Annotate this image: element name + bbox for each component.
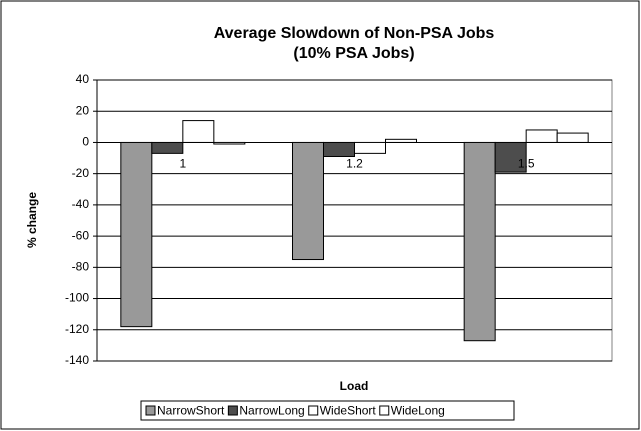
legend-label: NarrowLong (239, 404, 304, 418)
y-tick-label: -20 (72, 166, 90, 180)
legend-swatch (308, 405, 319, 416)
bar (323, 141, 355, 157)
bar (213, 141, 246, 145)
x-axis-title: Load (340, 379, 369, 393)
y-tick-label: 20 (76, 103, 90, 117)
bar (120, 141, 153, 328)
bar (494, 141, 527, 173)
chart-title: Average Slowdown of Non-PSA Jobs (214, 25, 495, 42)
bar (354, 141, 386, 154)
bar (556, 132, 589, 143)
legend-swatch (227, 405, 238, 416)
bar (525, 129, 558, 143)
y-tick-label: -120 (65, 322, 89, 336)
y-tick-label: 0 (82, 135, 89, 149)
y-axis-title: % change (25, 192, 39, 248)
x-tick-label: 1.2 (346, 157, 363, 171)
bar (151, 141, 184, 154)
y-tick-label: -40 (72, 197, 90, 211)
bar (292, 141, 324, 261)
x-tick-label: 1.5 (518, 157, 535, 171)
legend-swatch (379, 405, 390, 416)
legend-swatch (145, 405, 156, 416)
y-tick-label: -80 (72, 260, 90, 274)
chart-subtitle: (10% PSA Jobs) (293, 45, 414, 62)
bar (385, 138, 417, 143)
legend-label: WideShort (320, 404, 377, 418)
y-tick-label: -60 (72, 228, 90, 242)
y-tick-label: 40 (76, 72, 90, 86)
legend-label: WideLong (391, 404, 445, 418)
bar (182, 120, 215, 143)
legend-label: NarrowShort (157, 404, 225, 418)
y-tick-label: -140 (65, 353, 89, 367)
x-tick-label: 1 (179, 157, 186, 171)
plot-area (96, 79, 613, 362)
bar (463, 141, 496, 342)
y-tick-label: -100 (65, 291, 89, 305)
